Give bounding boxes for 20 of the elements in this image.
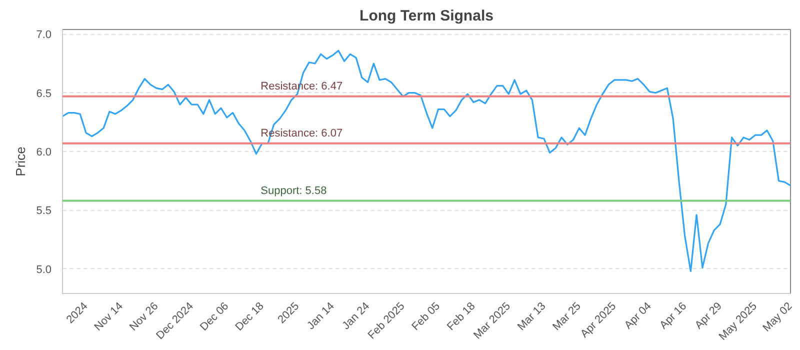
- y-tick-label: 6.0: [36, 146, 52, 159]
- x-tick-label: Feb 05: [410, 300, 442, 333]
- x-tick-label: Apr 04: [622, 300, 654, 332]
- x-tick-label: Apr 29: [692, 300, 724, 332]
- line-series: [62, 50, 790, 272]
- x-tick-label: May 02: [760, 300, 795, 334]
- x-tick-label: Dec 06: [198, 300, 232, 334]
- x-tick-label: Mar 13: [515, 300, 548, 333]
- x-tick-label: Dec 18: [233, 300, 266, 334]
- x-tick-label: Feb 18: [445, 300, 478, 333]
- x-tick-label: Nov 14: [92, 300, 126, 334]
- chart-title: Long Term Signals: [360, 8, 494, 24]
- y-tick-label: 5.0: [36, 264, 52, 276]
- y-tick-label: 6.5: [36, 88, 52, 100]
- x-tick-label: Jan 14: [304, 300, 337, 332]
- ref-line-label: Support: 5.58: [260, 184, 327, 197]
- y-tick-label: 7.0: [36, 29, 52, 42]
- y-tick-label: 5.5: [36, 205, 52, 218]
- x-tick-label: Apr 16: [658, 300, 690, 332]
- y-axis-title: Price: [13, 146, 28, 176]
